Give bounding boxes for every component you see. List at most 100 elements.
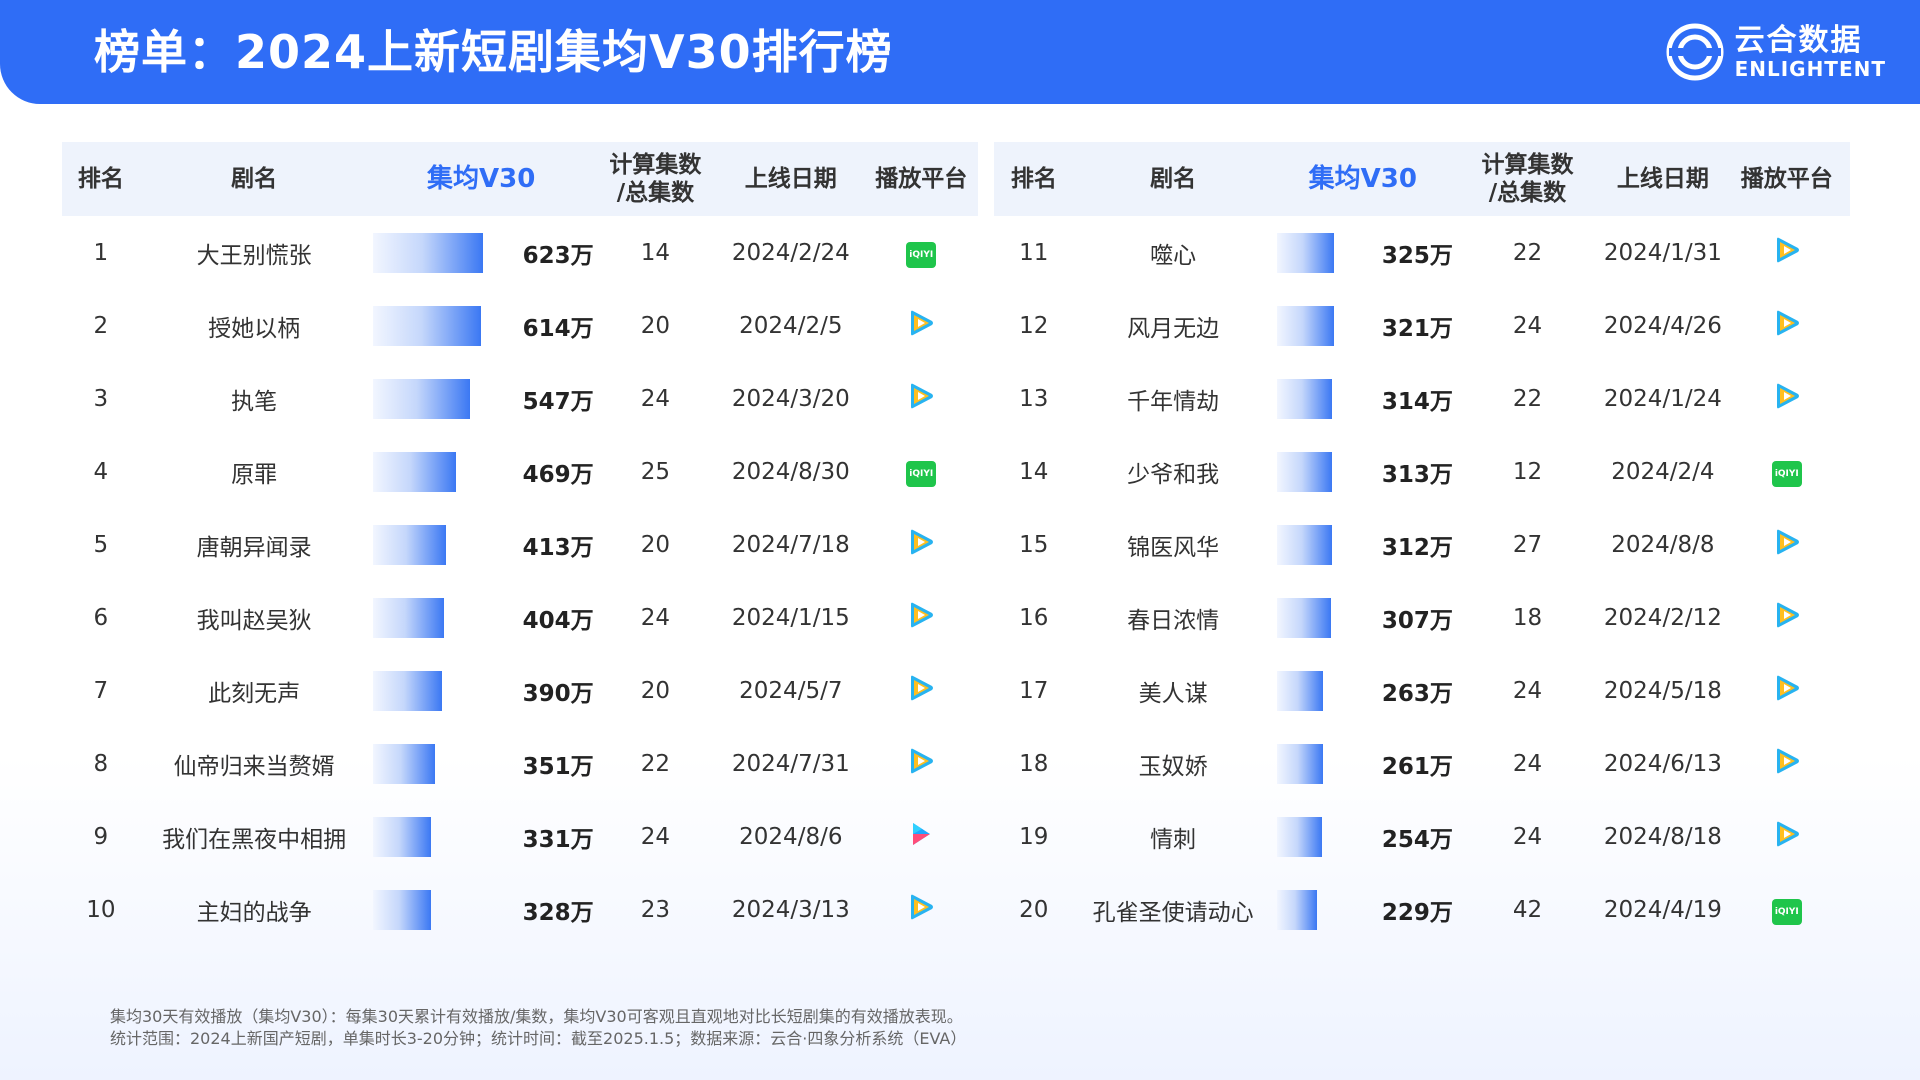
v30-value: 390万 xyxy=(522,680,594,707)
drama-name-cell: 少爷和我 xyxy=(1127,461,1220,488)
tencent-video-platform-icon xyxy=(1772,527,1802,557)
v30-bar xyxy=(1276,889,1317,930)
table-row: 20 孔雀圣使请动心 229万 42 2024/4/19 iQIYI xyxy=(994,873,1850,946)
v30-bar-cell xyxy=(1273,816,1357,857)
v30-value: 623万 xyxy=(522,242,594,269)
v30-bar-cell xyxy=(369,743,502,784)
page-title: 榜单：2024上新短剧集均V30排行榜 xyxy=(94,25,893,79)
release-date-cell: 2024/2/4 xyxy=(1611,458,1715,485)
v30-bar xyxy=(1276,524,1332,565)
table-row: 6 我叫赵吴狄 404万 24 2024/1/15 xyxy=(62,581,978,654)
v30-bar xyxy=(372,816,431,857)
v30-bar-cell xyxy=(369,232,502,273)
tencent-video-platform-icon xyxy=(906,746,936,776)
v30-bar-cell xyxy=(1273,451,1357,492)
platform-cell xyxy=(1724,746,1850,782)
v30-bar xyxy=(372,743,435,784)
logo-chinese-text: 云合数据 xyxy=(1734,23,1863,58)
episodes-cell: 42 xyxy=(1512,896,1543,923)
rank-cell: 15 xyxy=(1019,531,1049,558)
platform-cell xyxy=(1724,819,1850,855)
platform-cell: iQIYI xyxy=(865,237,979,268)
v30-bar xyxy=(372,451,456,492)
rank-cell: 7 xyxy=(93,677,109,704)
v30-bar-cell xyxy=(369,451,502,492)
col-episodes-line1: 计算集数 xyxy=(1481,152,1574,178)
ranking-table-left: 排名 剧名 集均V30 计算集数 /总集数 上线日期 播放平台 1 大王别慌张 62… xyxy=(62,142,978,946)
rank-cell: 14 xyxy=(1019,458,1049,485)
release-date-cell: 2024/7/18 xyxy=(731,531,850,558)
col-episodes-line2: /总集数 xyxy=(1488,180,1567,206)
episodes-cell: 23 xyxy=(640,896,671,923)
col-rank: 排名 xyxy=(77,166,124,192)
v30-bar-cell xyxy=(1273,232,1357,273)
table-row: 5 唐朝异闻录 413万 20 2024/7/18 xyxy=(62,508,978,581)
table-row: 16 春日浓情 307万 18 2024/2/12 xyxy=(994,581,1850,654)
col-rank: 排名 xyxy=(1010,166,1057,192)
v30-bar xyxy=(1276,743,1323,784)
v30-bar-cell xyxy=(1273,743,1357,784)
platform-cell xyxy=(865,673,979,709)
episodes-cell: 25 xyxy=(640,458,671,485)
platform-cell xyxy=(865,819,979,855)
table-row: 7 此刻无声 390万 20 2024/5/7 xyxy=(62,654,978,727)
v30-value: 331万 xyxy=(522,826,594,853)
drama-name-cell: 美人谋 xyxy=(1138,680,1208,707)
drama-name-cell: 大王别慌张 xyxy=(196,242,312,269)
table-row: 12 风月无边 321万 24 2024/4/26 xyxy=(994,289,1850,362)
v30-bar-cell xyxy=(1273,670,1357,711)
platform-cell xyxy=(1724,673,1850,709)
drama-name-cell: 春日浓情 xyxy=(1127,607,1220,634)
drama-name-cell: 千年情劫 xyxy=(1127,388,1220,415)
v30-value: 413万 xyxy=(522,534,594,561)
release-date-cell: 2024/2/5 xyxy=(739,312,843,339)
release-date-cell: 2024/2/24 xyxy=(731,239,850,266)
col-episodes: 计算集数 /总集数 xyxy=(594,151,717,207)
col-v30: 集均V30 xyxy=(1308,164,1417,194)
table-row: 17 美人谋 263万 24 2024/5/18 xyxy=(994,654,1850,727)
release-date-cell: 2024/4/19 xyxy=(1603,896,1722,923)
v30-bar-cell xyxy=(1273,889,1357,930)
col-platform: 播放平台 xyxy=(875,166,968,192)
rank-cell: 5 xyxy=(93,531,109,558)
platform-cell xyxy=(865,527,979,563)
v30-bar-cell xyxy=(369,378,502,419)
iqiyi-badge: iQIYI xyxy=(1771,899,1802,925)
table-row: 3 执笔 547万 24 2024/3/20 xyxy=(62,362,978,435)
release-date-cell: 2024/3/13 xyxy=(731,896,850,923)
episodes-cell: 24 xyxy=(1512,677,1543,704)
tencent-video-platform-icon xyxy=(1772,819,1802,849)
platform-cell xyxy=(865,892,979,928)
footnote-source: 统计范围：2024上新国产短剧，单集时长3-20分钟；统计时间：截至2025.1… xyxy=(110,1029,967,1048)
logo-english-text: ENLIGHTENT xyxy=(1734,57,1886,81)
v30-bar-cell xyxy=(369,670,502,711)
platform-cell xyxy=(1724,527,1850,563)
v30-value: 328万 xyxy=(522,899,594,926)
episodes-cell: 14 xyxy=(640,239,671,266)
platform-cell xyxy=(865,308,979,344)
tencent-video-platform-icon xyxy=(1772,600,1802,630)
v30-bar xyxy=(372,524,446,565)
rank-cell: 11 xyxy=(1019,239,1049,266)
brand-logo: 云合数据 ENLIGHTENT xyxy=(1665,18,1886,86)
table-row: 4 原罪 469万 25 2024/8/30 iQIYI xyxy=(62,435,978,508)
v30-value: 547万 xyxy=(522,388,594,415)
v30-bar-cell xyxy=(369,524,502,565)
v30-bar xyxy=(1276,232,1334,273)
v30-value: 404万 xyxy=(522,607,594,634)
v30-value: 254万 xyxy=(1381,826,1453,853)
platform-cell: iQIYI xyxy=(1724,456,1850,487)
drama-name-cell: 主妇的战争 xyxy=(196,899,312,926)
v30-bar xyxy=(1276,597,1331,638)
platform-cell xyxy=(1724,235,1850,271)
v30-bar xyxy=(1276,378,1332,419)
v30-value: 307万 xyxy=(1381,607,1453,634)
table-header: 排名 剧名 集均V30 计算集数 /总集数 上线日期 播放平台 xyxy=(62,142,978,216)
col-episodes-line1: 计算集数 xyxy=(609,152,702,178)
table-body: 1 大王别慌张 623万 14 2024/2/24 iQIYI 2 授她以柄 614万 20 202… xyxy=(62,216,978,946)
v30-value: 614万 xyxy=(522,315,594,342)
episodes-cell: 27 xyxy=(1512,531,1543,558)
col-name: 剧名 xyxy=(1150,166,1197,192)
episodes-cell: 24 xyxy=(640,385,671,412)
platform-cell xyxy=(865,600,979,636)
